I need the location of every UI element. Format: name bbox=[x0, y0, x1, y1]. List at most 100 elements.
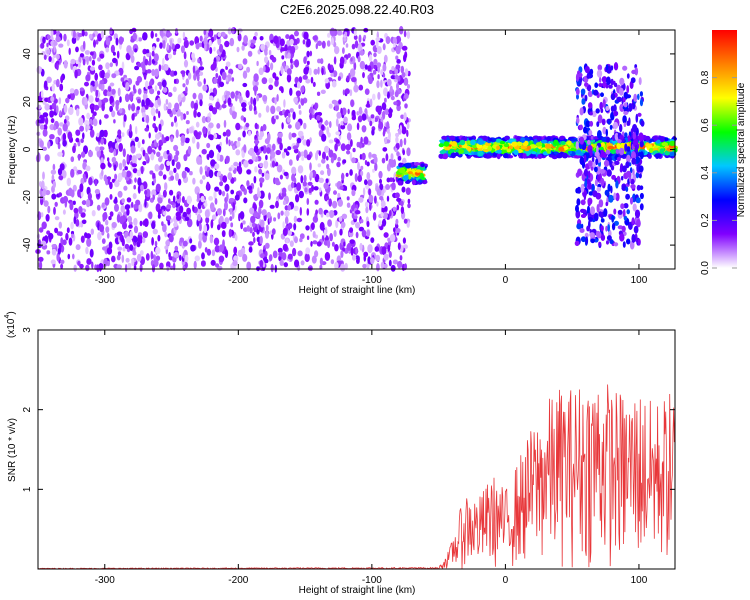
spectrogram-cell bbox=[294, 30, 299, 37]
spectrogram-cell bbox=[265, 230, 269, 239]
spectrogram-cell bbox=[264, 50, 268, 56]
spectrogram-cell bbox=[320, 58, 324, 65]
spectrogram-cell bbox=[631, 233, 636, 243]
spectrogram-cell bbox=[607, 145, 615, 150]
spectrogram-cell bbox=[503, 153, 509, 159]
spectrogram-cell bbox=[86, 57, 89, 66]
spectrogram-cell bbox=[125, 81, 130, 91]
spectrogram-cell bbox=[191, 136, 196, 144]
spectrogram-cell bbox=[174, 102, 180, 111]
spectrogram-cell bbox=[395, 55, 399, 60]
spectrogram-cell bbox=[44, 103, 50, 111]
spectrogram-cell bbox=[535, 142, 543, 147]
spectrogram-cell bbox=[589, 120, 594, 127]
spectrogram-cell bbox=[167, 102, 172, 110]
spectrogram-cell bbox=[581, 98, 586, 105]
spectrogram-cell bbox=[377, 74, 380, 80]
spectrogram-cell bbox=[126, 170, 132, 178]
spectrogram-cell bbox=[638, 77, 642, 86]
spectrogram-cell bbox=[319, 187, 322, 193]
spectrogram-cell bbox=[89, 248, 94, 258]
spectrogram-cell bbox=[208, 122, 214, 129]
spectrogram-cell bbox=[210, 64, 216, 71]
spectrogram-cell bbox=[63, 118, 67, 125]
spectrogram-cell bbox=[487, 137, 493, 142]
spectrogram-cell bbox=[346, 132, 352, 141]
spectrogram-cell bbox=[365, 206, 369, 214]
spectrogram-cell bbox=[312, 35, 318, 41]
spectrogram-cell bbox=[93, 111, 97, 116]
spectrogram-cell bbox=[144, 127, 149, 132]
spectrogram-cell bbox=[206, 153, 210, 161]
spectrogram-cell bbox=[354, 173, 358, 182]
spectrogram-cell bbox=[458, 149, 464, 154]
spectrogram-cell bbox=[399, 254, 403, 261]
spectrogram-cell bbox=[294, 236, 298, 244]
spectrogram-cell bbox=[328, 139, 334, 144]
spectrogram-cell bbox=[250, 215, 256, 224]
spectrogram-cell bbox=[88, 95, 94, 103]
spectrogram-cell bbox=[344, 262, 348, 270]
spectrogram-cell bbox=[62, 123, 68, 132]
spectrogram-cell bbox=[152, 228, 158, 235]
spectrogram-cell bbox=[186, 111, 189, 115]
spectrogram-cell bbox=[85, 264, 90, 272]
spectrogram-cell bbox=[449, 148, 455, 153]
spectrogram-cell bbox=[88, 33, 93, 40]
spectrogram-cell bbox=[93, 39, 96, 48]
spectrogram-cell bbox=[308, 187, 312, 194]
spectrogram-cell bbox=[299, 206, 302, 216]
spectrogram-cell bbox=[623, 203, 629, 209]
spectrogram-cell bbox=[330, 72, 334, 77]
spectrogram-cell bbox=[132, 84, 136, 92]
spectrogram-cell bbox=[255, 81, 259, 86]
spectrogram-cell bbox=[219, 181, 224, 187]
spectrogram-cell bbox=[360, 219, 364, 224]
spectrogram-cell bbox=[306, 38, 311, 48]
spectrogram-cell bbox=[82, 132, 85, 140]
spectrogram-cell bbox=[337, 156, 341, 162]
spectrogram-cell bbox=[243, 144, 247, 153]
spectrogram-cell bbox=[337, 199, 343, 207]
spectrogram-cell bbox=[233, 246, 238, 255]
spectrogram-cell bbox=[640, 120, 645, 127]
spectrogram-cell bbox=[142, 48, 147, 55]
spectrogram-cell bbox=[566, 140, 572, 146]
spectrogram-cell bbox=[224, 217, 230, 225]
spectrogram-cell bbox=[75, 219, 80, 227]
spectrogram-cell bbox=[310, 241, 313, 247]
spectrogram-cell bbox=[164, 64, 169, 71]
spectrogram-cell bbox=[470, 139, 476, 146]
spectrogram-cell bbox=[332, 70, 338, 78]
spectrogram-cell bbox=[240, 185, 246, 192]
x-tick-label: -200 bbox=[228, 275, 248, 286]
spectrogram-cell bbox=[203, 30, 207, 35]
spectrogram-cell bbox=[270, 62, 274, 71]
spectrogram-cell bbox=[164, 182, 168, 191]
spectrogram-cell bbox=[141, 99, 145, 109]
spectrogram-cell bbox=[66, 39, 70, 47]
spectrogram-cell bbox=[369, 98, 373, 107]
spectrogram-cell bbox=[639, 203, 644, 211]
spectrogram-cell bbox=[134, 48, 138, 53]
spectrogram-cell bbox=[274, 97, 277, 105]
spectrogram-cell bbox=[375, 39, 379, 49]
spectrogram-cell bbox=[87, 192, 92, 201]
spectrogram-cell bbox=[341, 213, 348, 220]
spectrogram-cell bbox=[62, 239, 67, 246]
spectrogram-cell bbox=[329, 233, 333, 242]
spectrogram-cell bbox=[214, 186, 220, 192]
spectrogram-cell bbox=[373, 156, 378, 164]
spectrogram-cell bbox=[184, 138, 190, 144]
spectrogram-cell bbox=[403, 112, 407, 121]
spectrogram-cell bbox=[305, 225, 310, 231]
spectrogram-cell bbox=[450, 152, 457, 159]
spectrogram-cell bbox=[635, 113, 639, 123]
spectrogram-cell bbox=[379, 183, 384, 191]
spectrogram-cell bbox=[356, 122, 360, 131]
spectrogram-cell bbox=[303, 56, 307, 64]
spectrogram-cell bbox=[602, 126, 607, 135]
spectrogram-cell bbox=[272, 143, 276, 151]
spectrogram-cell bbox=[298, 190, 304, 199]
spectrogram-cell bbox=[150, 152, 155, 161]
